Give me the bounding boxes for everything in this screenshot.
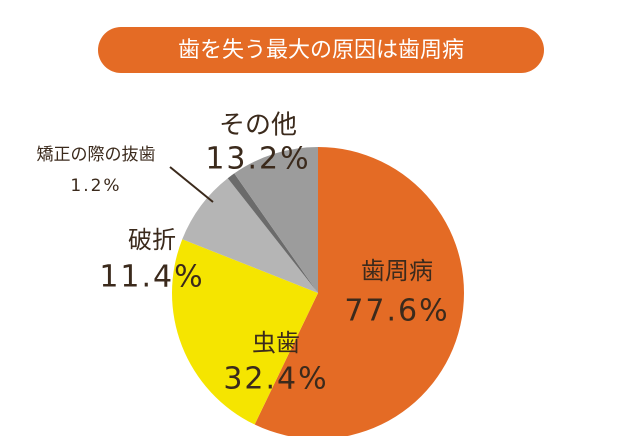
category-label: その他: [219, 111, 297, 141]
value-label: 32.4%: [223, 362, 328, 397]
pie-slice: [234, 147, 318, 293]
value-label: 13.2%: [205, 142, 310, 177]
value-label: 77.6%: [344, 294, 449, 329]
chart-title: 歯を失う最大の原因は歯周病: [178, 38, 464, 63]
value-label: 1.2%: [70, 176, 121, 196]
value-label: 11.4%: [99, 260, 204, 295]
category-label: 矯正の際の抜歯: [37, 145, 156, 165]
category-label: 虫歯: [252, 329, 300, 357]
category-label: 破折: [128, 226, 176, 254]
category-label: 歯周病: [361, 257, 433, 285]
pie-slice: [172, 239, 318, 425]
pie-slice: [227, 173, 318, 293]
pie-slice: [182, 178, 318, 293]
title-box: [98, 27, 544, 73]
pie: [172, 147, 464, 436]
pie-slice: [254, 147, 464, 436]
leader-line: [169, 166, 214, 203]
